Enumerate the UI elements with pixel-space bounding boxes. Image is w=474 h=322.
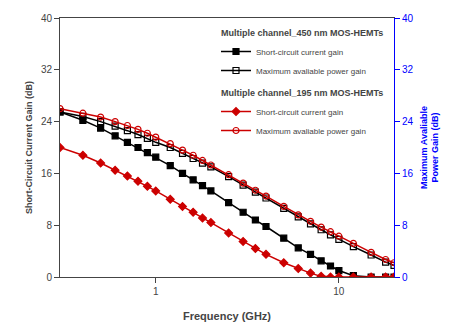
- svg-text:0: 0: [46, 272, 52, 283]
- svg-text:32: 32: [402, 64, 414, 75]
- svg-text:Maximum AvaliablePower Gain (d: Maximum AvaliablePower Gain (dB): [419, 106, 441, 189]
- svg-text:Short-circuit current gain: Short-circuit current gain: [256, 48, 343, 57]
- svg-text:8: 8: [402, 220, 408, 231]
- svg-text:Multiple channel_450 nm MOS-HE: Multiple channel_450 nm MOS-HEMTs: [221, 28, 383, 38]
- svg-text:Maximum avaliable power gain: Maximum avaliable power gain: [256, 67, 366, 76]
- svg-text:40: 40: [41, 13, 53, 24]
- svg-text:16: 16: [41, 168, 53, 179]
- svg-text:16: 16: [402, 168, 414, 179]
- svg-text:24: 24: [41, 116, 53, 127]
- svg-text:0: 0: [402, 272, 408, 283]
- svg-text:40: 40: [402, 13, 414, 24]
- svg-text:10: 10: [333, 286, 345, 297]
- svg-text:Maximum avaliable power gain: Maximum avaliable power gain: [256, 127, 366, 136]
- svg-text:Short-circuit current gain: Short-circuit current gain: [256, 108, 343, 117]
- svg-text:32: 32: [41, 64, 53, 75]
- svg-text:Short-Circuit Current Gain (dB: Short-Circuit Current Gain (dB): [24, 81, 34, 214]
- svg-text:24: 24: [402, 116, 414, 127]
- svg-text:Multiple channel_195 nm MOS-HE: Multiple channel_195 nm MOS-HEMTs: [221, 88, 383, 98]
- svg-text:8: 8: [46, 220, 52, 231]
- svg-text:1: 1: [153, 286, 159, 297]
- svg-text:Frequency (GHz): Frequency (GHz): [183, 310, 271, 322]
